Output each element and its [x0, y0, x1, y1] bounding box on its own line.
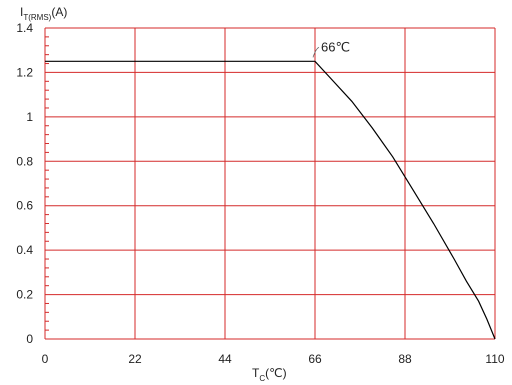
x-axis-label-sub: C — [259, 374, 265, 383]
y-tick-label: 0 — [26, 332, 33, 346]
grid-lines — [44, 27, 496, 340]
x-axis-label-suffix: (℃) — [265, 366, 286, 380]
y-tick-label: 0.2 — [16, 288, 33, 302]
annotation-group: 66℃ — [312, 39, 350, 58]
y-tick-label: 1.4 — [16, 21, 33, 35]
series-line — [45, 60, 496, 340]
y-tick-label: 0.8 — [16, 154, 33, 168]
annotation-leader — [312, 46, 320, 58]
y-axis-label: IT(RMS)(A) — [20, 5, 67, 22]
tick-labels: 0 22 44 66 88 110 0 0.2 0.4 0.6 0.8 1 1.2 1.4 — [16, 21, 505, 366]
y-tick-label: 1.2 — [16, 65, 33, 79]
series-group — [45, 60, 496, 340]
x-tick-label: 66 — [308, 352, 322, 366]
x-tick-label: 44 — [218, 352, 232, 366]
y-tick-label: 0.6 — [16, 199, 33, 213]
x-tick-label: 88 — [398, 352, 412, 366]
annotation-label: 66℃ — [321, 39, 350, 54]
y-axis-label-sub: T(RMS) — [23, 13, 51, 22]
x-tick-label: 110 — [485, 352, 504, 366]
x-tick-label: 22 — [128, 352, 142, 366]
y-tick-label: 1 — [26, 110, 33, 124]
minor-ticks — [45, 36, 49, 331]
x-axis-label: TC(℃) — [252, 366, 287, 383]
x-tick-label: 0 — [42, 352, 49, 366]
y-tick-label: 0.4 — [16, 243, 33, 257]
y-axis-label-main: I — [20, 5, 23, 19]
y-axis-label-suffix: (A) — [51, 5, 67, 19]
x-axis-label-main: T — [252, 366, 260, 380]
